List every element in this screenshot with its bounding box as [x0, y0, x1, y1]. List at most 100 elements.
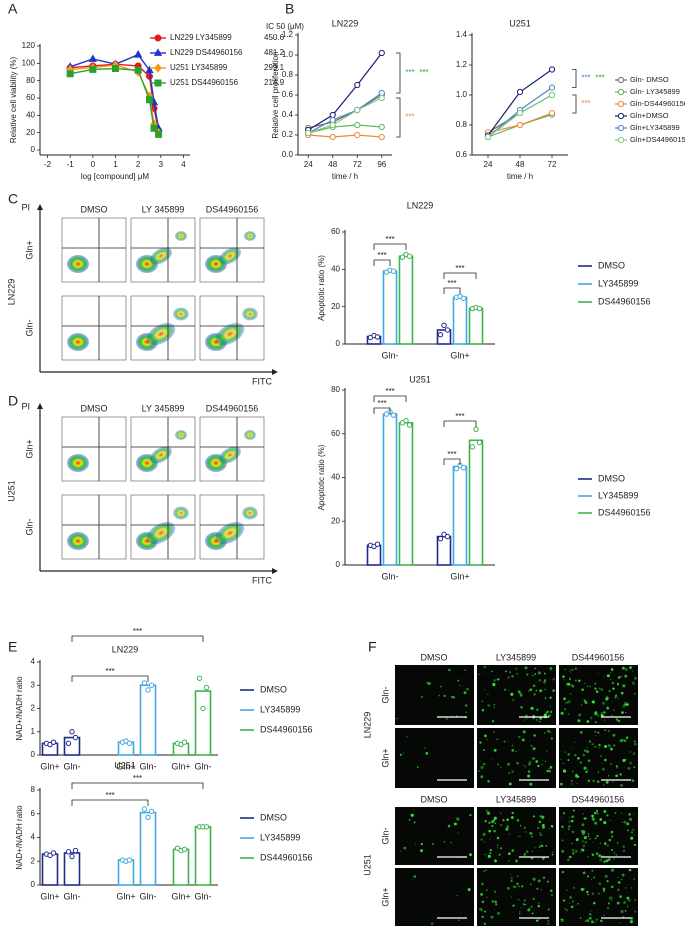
- fluorescent-cell: [574, 679, 577, 682]
- fluorescent-cell: [630, 836, 634, 840]
- x-tick-label: Gln-: [194, 891, 211, 901]
- fluorescent-cell: [587, 875, 589, 878]
- fluorescent-cell: [518, 735, 521, 739]
- fluorescent-cell: [610, 668, 614, 671]
- arrow-head: [272, 369, 278, 375]
- fluorescent-cell: [550, 669, 552, 671]
- fluorescent-cell: [629, 817, 632, 821]
- fluorescent-cell: [399, 753, 403, 756]
- fluorescent-cell: [508, 772, 510, 774]
- fluorescent-cell: [532, 877, 536, 881]
- fluorescent-cell: [413, 875, 417, 878]
- fluorescent-cell: [563, 697, 566, 701]
- fluorescent-cell: [519, 692, 523, 696]
- flow-plot: [61, 217, 127, 283]
- series-line: [308, 134, 382, 138]
- fluorescent-cell: [518, 885, 520, 888]
- fluorescent-cell: [493, 816, 497, 820]
- fluorescent-cell: [597, 673, 599, 675]
- significance-bracket: [396, 97, 401, 138]
- fluorescent-cell: [624, 909, 627, 912]
- fluorescent-cell: [612, 709, 615, 712]
- fluorescent-cell: [619, 922, 622, 924]
- row-label: Gln-: [380, 827, 390, 844]
- chart-title: LN229: [112, 644, 139, 654]
- legend-label: Gln+DMSO: [630, 111, 669, 120]
- column-label: LY 345899: [142, 403, 185, 413]
- data-point: [66, 70, 74, 78]
- replicate-point: [200, 705, 206, 712]
- fluorescent-cell: [625, 759, 627, 761]
- replicate-point: [460, 464, 467, 471]
- fluorescent-cell: [484, 689, 486, 691]
- fluorescent-cell: [620, 812, 623, 814]
- cell-line-label: U251: [362, 854, 372, 876]
- fluorescent-cell: [620, 738, 624, 742]
- fluorescent-cell: [603, 711, 606, 714]
- fluorescent-cell: [582, 844, 586, 848]
- fluorescent-cell: [582, 813, 584, 815]
- fluorescent-cell: [486, 896, 488, 898]
- fluorescent-cell: [619, 895, 622, 898]
- fluorescent-cell: [595, 852, 599, 855]
- fluorescent-cell: [420, 842, 424, 846]
- fluorescent-cell: [483, 870, 485, 873]
- fluorescent-cell: [545, 845, 548, 847]
- replicate-point: [473, 426, 479, 433]
- cell-population: [150, 446, 172, 464]
- series-line: [308, 124, 382, 134]
- fluorescent-cell: [571, 900, 575, 903]
- fluorescent-cell: [627, 898, 631, 902]
- fluorescent-cell: [605, 698, 608, 701]
- x-tick-label: 1: [113, 160, 118, 169]
- row-label: Gln-: [24, 518, 34, 535]
- fluorescent-cell: [493, 704, 495, 706]
- data-point: [155, 130, 163, 138]
- fluorescent-cell: [602, 701, 606, 705]
- y-tick-label: 1.2: [282, 30, 294, 39]
- fluorescent-cell: [543, 732, 546, 734]
- series-line: [307, 52, 383, 131]
- cell-population: [173, 506, 189, 520]
- fluorescent-cell: [621, 711, 624, 714]
- series-line: [307, 92, 383, 134]
- fluorescent-cell: [457, 832, 459, 834]
- fluorescent-cell: [521, 885, 524, 888]
- fluorescent-cell: [537, 671, 541, 675]
- fluorescent-cell: [612, 781, 614, 783]
- legend-value: 481.2: [264, 48, 285, 57]
- fluorescent-cell: [516, 882, 519, 885]
- fluorescent-cell: [591, 817, 595, 821]
- fluorescent-cell: [499, 847, 503, 850]
- fluorescent-cell: [626, 703, 629, 706]
- fluorescent-cell: [569, 896, 572, 899]
- fluorescent-cell: [458, 919, 460, 921]
- fluorescent-cell: [523, 764, 525, 766]
- fluorescent-cell: [591, 869, 594, 872]
- fluorescent-cell: [587, 759, 591, 763]
- fluorescent-cell: [479, 760, 481, 762]
- significance-label: ***: [385, 235, 394, 244]
- fit-line: [70, 63, 160, 132]
- fluorescent-cell: [482, 832, 486, 837]
- x-tick-label: 24: [304, 160, 313, 169]
- significance-bracket: [373, 243, 407, 250]
- y-tick-label: 4: [31, 657, 36, 666]
- replicate-point: [141, 806, 148, 812]
- fluorescent-cell: [605, 780, 609, 784]
- fluorescent-cell: [598, 687, 601, 690]
- fluorescent-cell: [530, 706, 534, 710]
- fluorescent-cell: [633, 766, 636, 769]
- fluorescent-cell: [494, 890, 497, 893]
- x-tick-label: Gln+: [450, 571, 469, 581]
- fluorescent-cell: [597, 846, 599, 848]
- replicate-point: [72, 734, 79, 741]
- column-label: DMSO: [81, 403, 108, 413]
- fluorescent-cell: [452, 696, 455, 699]
- fluorescent-cell: [607, 775, 610, 777]
- fluorescent-cell: [447, 824, 451, 828]
- fluorescent-cell: [400, 850, 402, 853]
- fluorescent-cell: [571, 848, 575, 852]
- fluorescent-cell: [591, 853, 594, 856]
- significance-bracket: [572, 94, 577, 114]
